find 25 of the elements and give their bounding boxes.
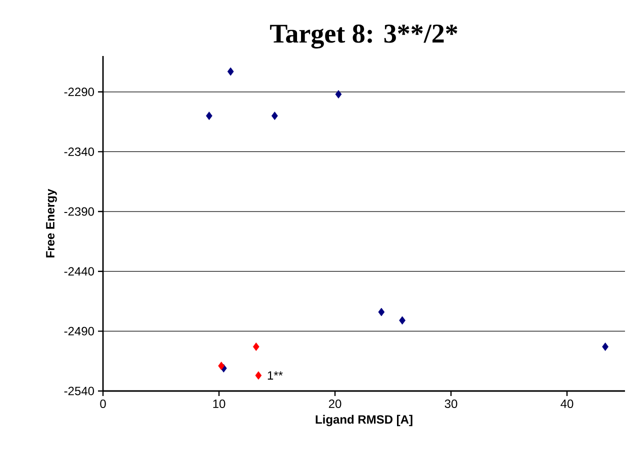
point (602, 342, 608, 351)
y-tick-label: -2390 (64, 207, 94, 216)
x-axis-title: Ligand RMSD [A] (316, 414, 412, 426)
point (218, 362, 225, 370)
x-tick-label: 0 (100, 400, 106, 408)
point (255, 371, 262, 380)
point (252, 342, 260, 351)
point (271, 112, 278, 120)
x-tick-label: 10 (213, 400, 226, 408)
point (399, 316, 406, 325)
y-tick-label: -2440 (64, 267, 94, 276)
x-tick-label: 40 (560, 400, 574, 408)
point (378, 308, 385, 316)
y-tick-label: -2490 (64, 326, 94, 336)
point (206, 112, 212, 120)
annotation: 1** (268, 371, 283, 380)
y-tick-label: -2540 (64, 386, 94, 396)
y-axis-title: Free Energy (46, 188, 57, 258)
x-tick-label: 30 (444, 400, 458, 408)
point (227, 67, 234, 76)
chart-title: Target 8: 3**/2* (270, 24, 458, 48)
y-tick-label: -2340 (64, 147, 94, 156)
point (335, 90, 342, 98)
y-tick-label: -2290 (64, 88, 94, 96)
x-tick-label: 20 (328, 400, 342, 408)
